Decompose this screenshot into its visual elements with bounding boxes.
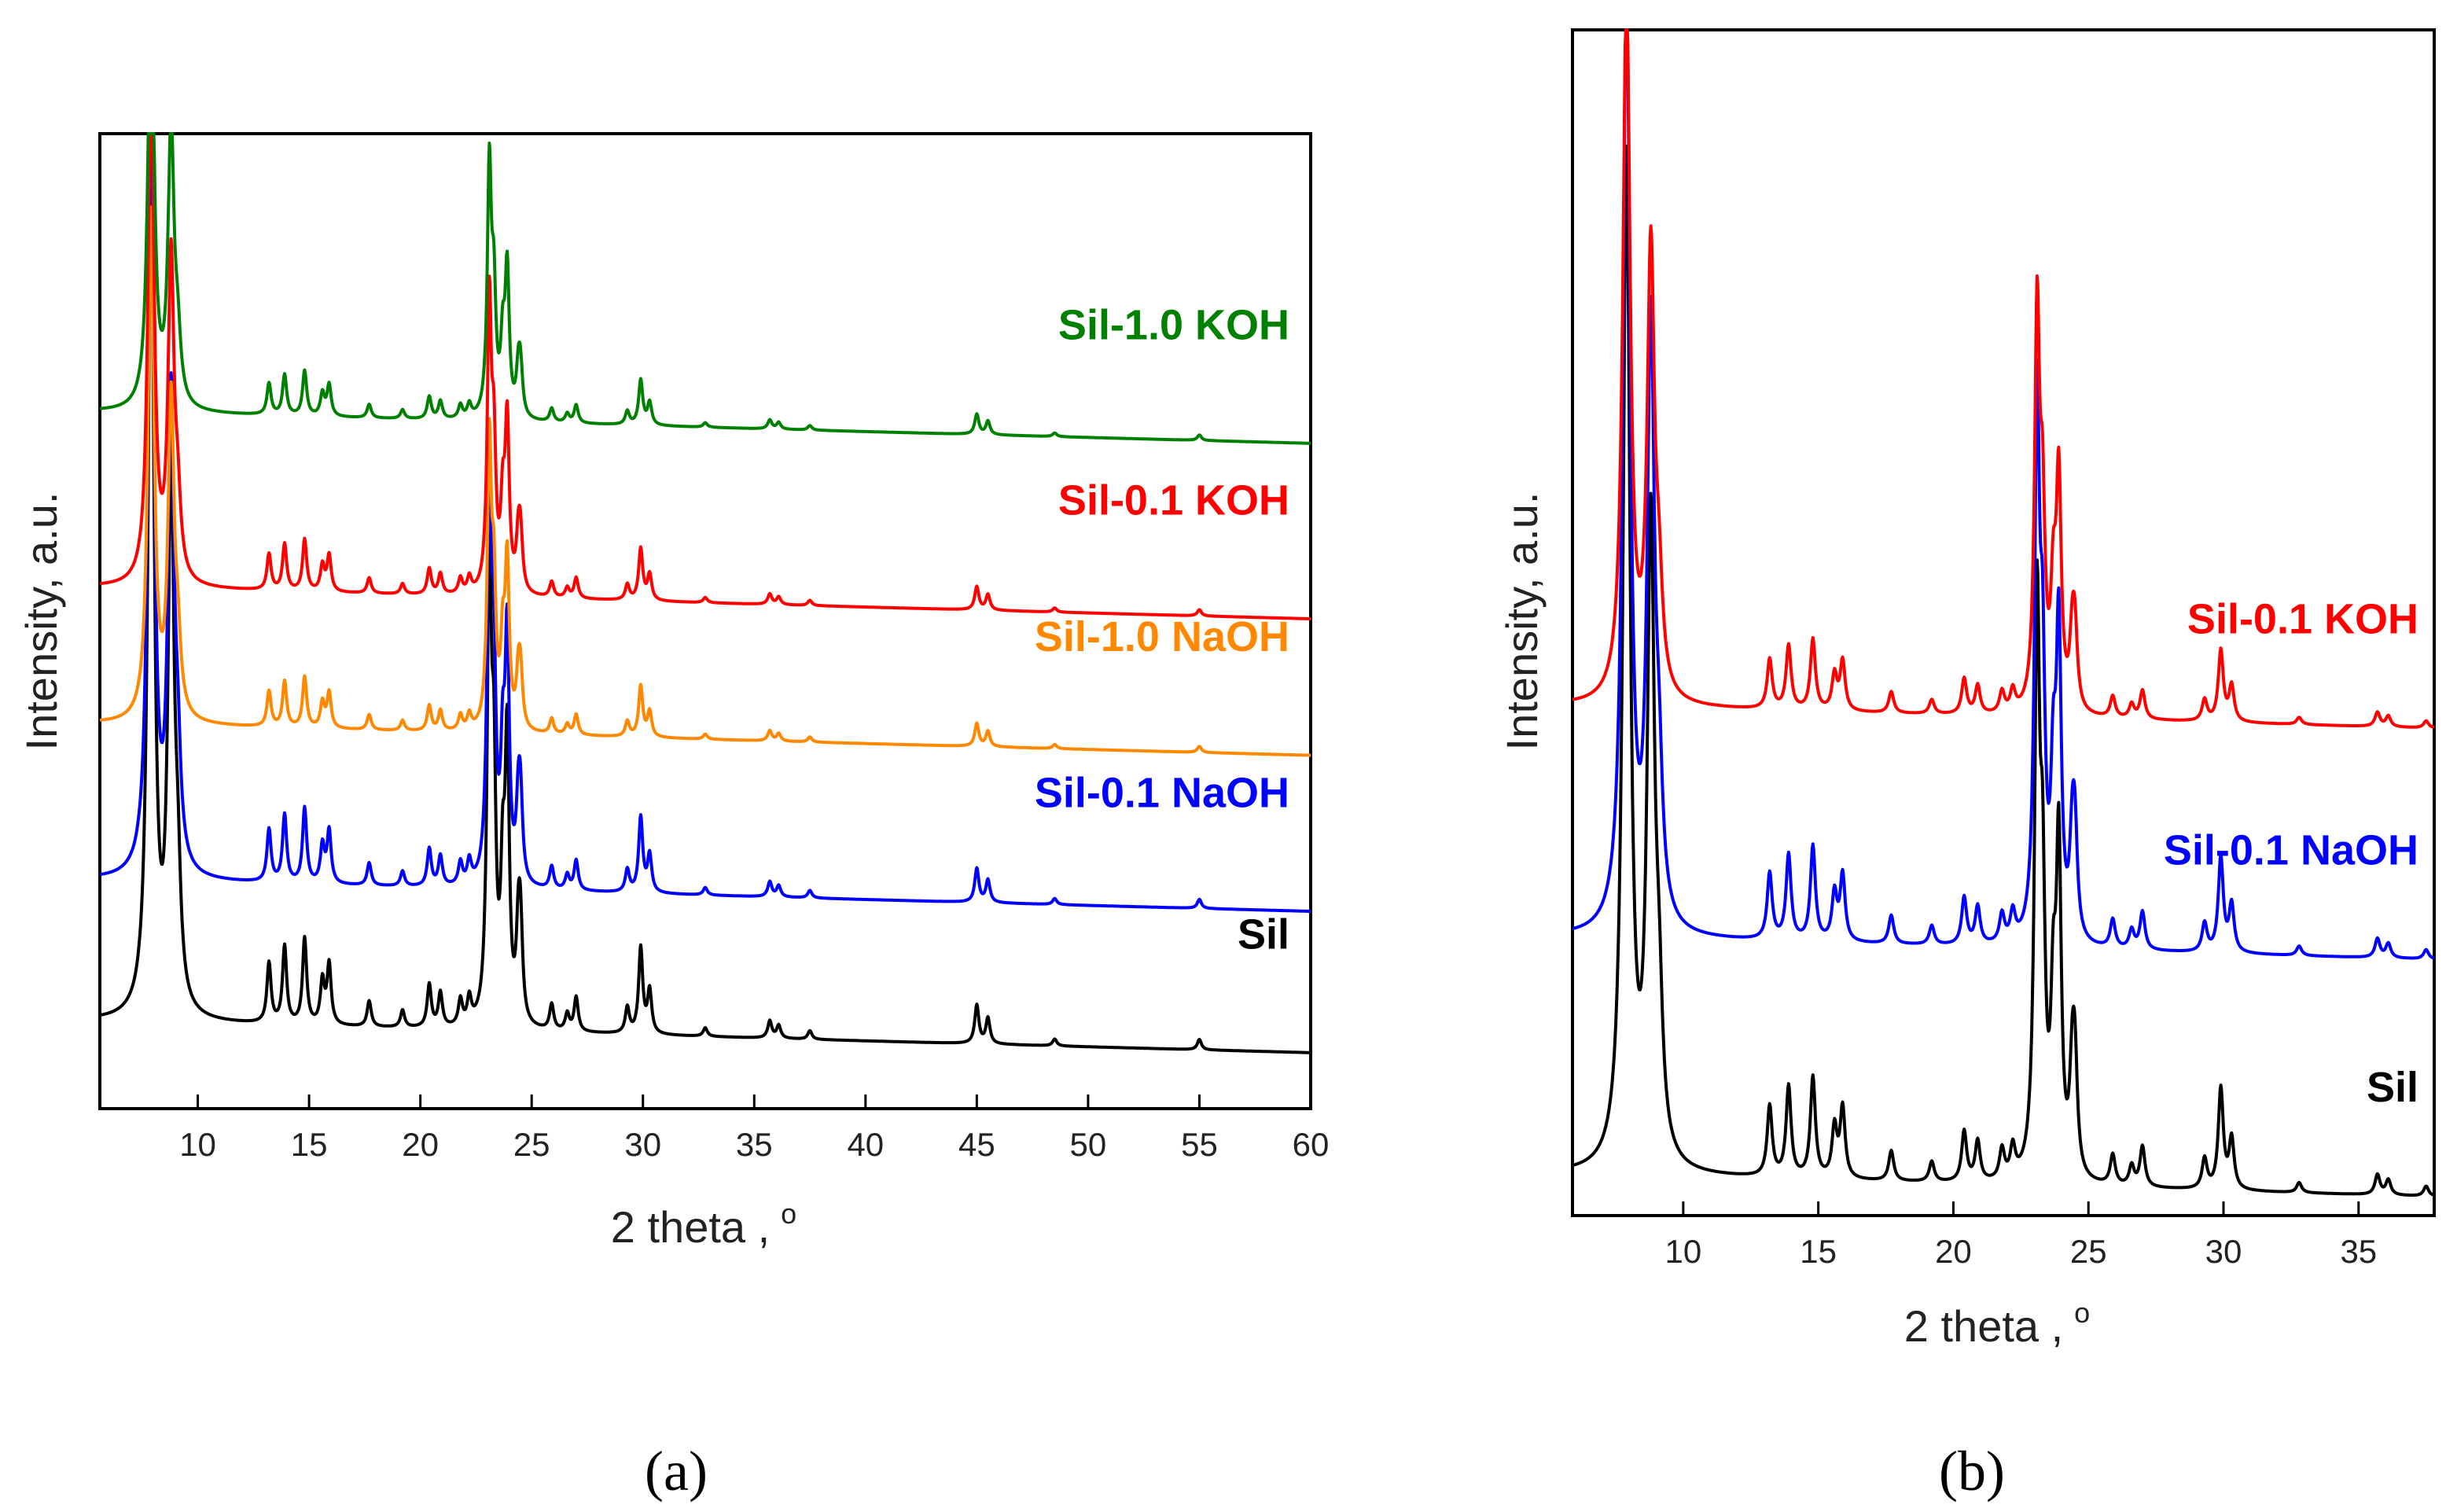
series-label-sil-0-1-koh: Sil-0.1 KOH: [1058, 477, 1289, 524]
y-axis-label-b: Intensity, a.u.: [1497, 492, 1547, 751]
series-line-sil: [98, 144, 1312, 1054]
plot-frame-a: [98, 132, 1312, 1110]
series-label-sil-1-0-naoh: Sil-1.0 NaOH: [1035, 613, 1289, 660]
series-line-sil-0-1-naoh: [98, 132, 1312, 913]
x-ticks-a: 10 15 20 25 30 35 40 45 50 55 60: [179, 1094, 1329, 1163]
series-traces-a: [98, 132, 1312, 1054]
series-label-sil-1-0-koh: Sil-1.0 KOH: [1058, 301, 1289, 348]
x-tick-label-20: 20: [1935, 1233, 1972, 1270]
series-label-sil-0-1-naoh: Sil-0.1 NaOH: [2164, 827, 2418, 874]
x-tick-label-35: 35: [2340, 1233, 2377, 1270]
x-tick-label-20: 20: [402, 1126, 439, 1163]
series-traces-b: [1571, 28, 2436, 1197]
series-line-sil-1-0-naoh: [98, 205, 1312, 757]
x-tick-label-30: 30: [624, 1126, 661, 1163]
series-label-sil-0-1-naoh: Sil-0.1 NaOH: [1035, 770, 1289, 817]
x-tick-label-25: 25: [513, 1126, 550, 1163]
x-tick-label-30: 30: [2205, 1233, 2242, 1270]
x-tick-label-10: 10: [179, 1126, 216, 1163]
y-axis-label-a: Intensity, a.u.: [17, 492, 66, 751]
series-label-sil: Sil: [1238, 911, 1289, 958]
x-tick-label-50: 50: [1070, 1126, 1107, 1163]
series-line-sil-0-1-naoh: [1571, 28, 2436, 960]
x-axis-label-b: 2 theta ,o: [1904, 1297, 2090, 1351]
series-line-sil-0-1-koh: [1571, 28, 2436, 729]
series-label-sil-0-1-koh: Sil-0.1 KOH: [2187, 596, 2418, 643]
series-labels-b: Sil Sil-0.1 NaOH Sil-0.1 KOH: [2164, 596, 2418, 1112]
series-label-sil: Sil: [2367, 1064, 2418, 1111]
x-tick-label-55: 55: [1181, 1126, 1218, 1163]
panel-label-a: (a): [645, 1440, 708, 1503]
x-ticks-b: 10 15 20 25 30 35: [1665, 1201, 2377, 1270]
series-line-sil-1-0-koh: [98, 132, 1312, 445]
x-tick-label-45: 45: [958, 1126, 995, 1163]
x-tick-label-60: 60: [1293, 1126, 1330, 1163]
series-labels-a: Sil Sil-0.1 NaOH Sil-1.0 NaOH Sil-0.1 KOH Si…: [1035, 301, 1289, 958]
x-tick-label-40: 40: [847, 1126, 884, 1163]
x-tick-label-35: 35: [736, 1126, 773, 1163]
x-tick-label-15: 15: [1800, 1233, 1837, 1270]
x-tick-label-25: 25: [2070, 1233, 2107, 1270]
panel-label-b: (b): [1939, 1440, 2005, 1503]
plot-frame-b: [1571, 28, 2436, 1217]
x-axis-label-a: 2 theta ,o: [611, 1197, 796, 1252]
series-line-sil: [1571, 144, 2436, 1197]
series-line-sil-0-1-koh: [98, 132, 1312, 620]
x-tick-label-15: 15: [291, 1126, 328, 1163]
x-tick-label-10: 10: [1665, 1233, 1702, 1270]
